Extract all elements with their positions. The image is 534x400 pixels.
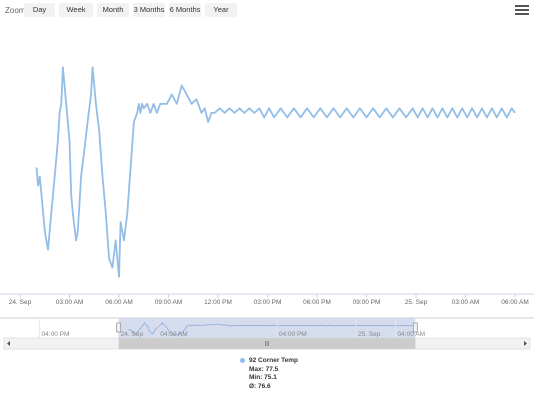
navigator-series-line: [128, 321, 416, 337]
x-tick-label: 12:00 PM: [204, 299, 232, 306]
navigator-handle-right[interactable]: [412, 322, 418, 333]
x-tick-label: 25. Sep: [405, 299, 428, 306]
zoom-week-button[interactable]: Week: [59, 3, 93, 17]
x-tick-label: 03:00 AM: [56, 299, 83, 306]
navigator[interactable]: 04:00 PM 24. Sep 04:00 AM 04:00 PM 25. Sep 04…: [0, 317, 534, 338]
legend-max: Max: 77.5: [249, 365, 279, 373]
zoom-year-button[interactable]: Year: [205, 3, 237, 17]
zoom-label: Zoom: [5, 6, 26, 15]
navigator-handle-left[interactable]: [116, 322, 122, 333]
legend-series[interactable]: 92 Corner Temp: [240, 357, 298, 366]
legend-avg: Ø: 76.6: [249, 382, 271, 390]
legend-min: Min: 75.1: [249, 374, 277, 382]
zoom-bar: Zoom Day Week Month 3 Months 6 Months Ye…: [0, 0, 534, 22]
series-line-92-corner-temp[interactable]: [35, 66, 516, 278]
navigator-tick-label: 04:00 AM: [398, 331, 425, 338]
zoom-3months-button[interactable]: 3 Months: [133, 3, 165, 17]
x-tick-label: 24. Sep: [9, 299, 32, 306]
scroll-right-arrow-icon[interactable]: [524, 341, 527, 346]
x-tick-label: 09:00 AM: [155, 299, 182, 306]
x-tick-label: 06:00 PM: [303, 299, 331, 306]
x-tick-label: 06:00 AM: [105, 299, 132, 306]
scrollbar[interactable]: [3, 337, 531, 350]
x-tick-label: 06:00 AM: [501, 299, 528, 306]
navigator-tick-label: 24. Sep: [121, 331, 144, 338]
x-axis: 24. Sep 03:00 AM 06:00 AM 09:00 AM 12:00 PM 0…: [0, 293, 534, 306]
zoom-6months-button[interactable]: 6 Months: [169, 3, 201, 17]
navigator-tick-label: 04:00 AM: [160, 331, 187, 338]
legend-series-name: 92 Corner Temp: [249, 357, 299, 364]
hamburger-menu-icon[interactable]: [515, 5, 529, 17]
navigator-tick-label: 04:00 PM: [42, 331, 70, 338]
navigator-selection[interactable]: [118, 318, 416, 338]
navigator-tick-label: 04:00 PM: [279, 331, 307, 338]
x-tick-label: 03:00 AM: [452, 299, 479, 306]
legend-marker: [240, 357, 245, 363]
x-tick-label: 09:00 PM: [353, 299, 381, 306]
scroll-left-arrow-icon[interactable]: [7, 341, 10, 346]
zoom-day-button[interactable]: Day: [24, 3, 55, 17]
x-tick-label: 03:00 PM: [254, 299, 282, 306]
main-plot: [35, 66, 516, 278]
zoom-month-button[interactable]: Month: [97, 3, 129, 17]
legend: 92 Corner Temp Max: 77.5 Min: 75.1 Ø: 76…: [240, 357, 298, 391]
navigator-tick-label: 25. Sep: [358, 331, 381, 338]
